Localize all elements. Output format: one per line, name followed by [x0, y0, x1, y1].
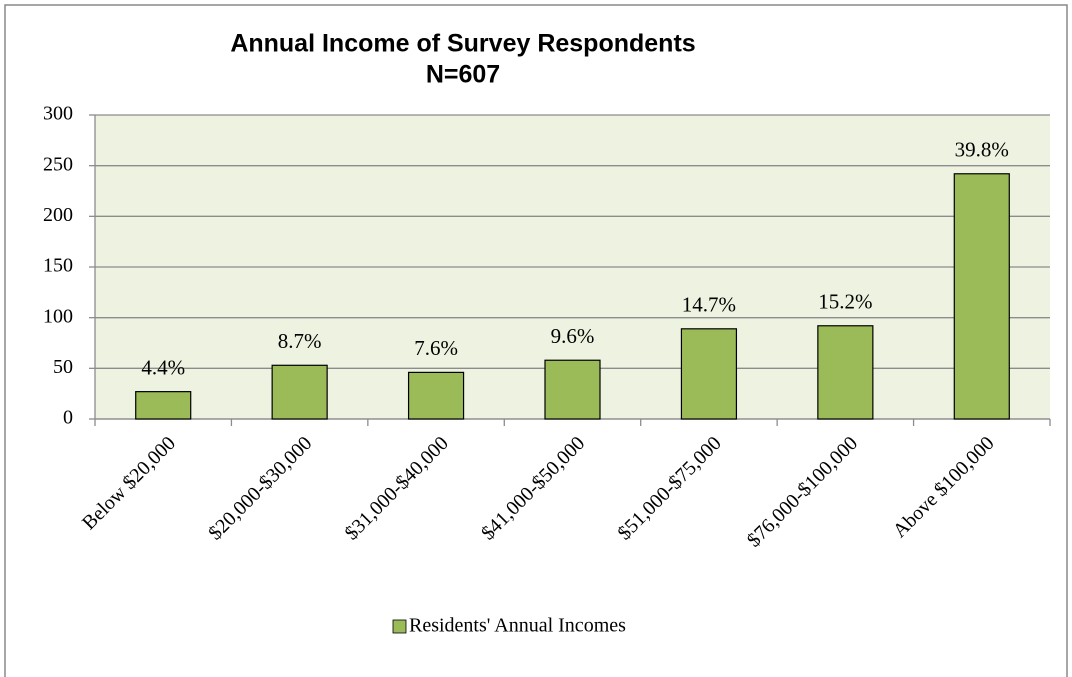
- y-tick-label: 50: [53, 356, 73, 378]
- data-label: 7.6%: [414, 336, 458, 360]
- data-label: 39.8%: [955, 138, 1009, 162]
- bar: [271, 364, 328, 420]
- bar: [407, 371, 465, 420]
- legend-swatch: [392, 619, 407, 634]
- y-tick-label: 100: [43, 305, 73, 327]
- data-label: 4.4%: [141, 355, 185, 379]
- data-label: 8.7%: [278, 329, 322, 353]
- legend-label: Residents' Annual Incomes: [409, 615, 626, 637]
- bar: [544, 359, 601, 420]
- bar: [953, 173, 1010, 420]
- y-tick-label: 250: [43, 153, 73, 175]
- chart-subtitle: N=607: [426, 61, 500, 89]
- bar: [680, 328, 738, 420]
- bar: [817, 325, 874, 420]
- bar: [135, 391, 192, 420]
- y-tick-label: 150: [43, 255, 73, 277]
- chart-title: Annual Income of Survey Respondents: [230, 30, 695, 58]
- y-tick-label: 200: [43, 204, 73, 226]
- y-tick-label: 0: [63, 407, 73, 429]
- y-tick-label: 300: [43, 103, 73, 125]
- data-label: 14.7%: [682, 293, 736, 317]
- data-label: 15.2%: [818, 290, 872, 314]
- data-label: 9.6%: [551, 324, 595, 348]
